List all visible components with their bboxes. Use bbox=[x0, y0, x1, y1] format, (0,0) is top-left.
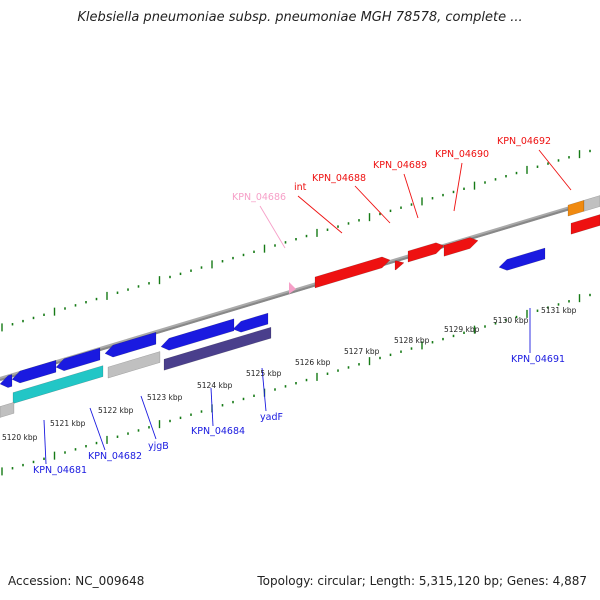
gene-labels: KPN_04686 int KPN_04688 KPN_04689 KPN_04690 K… bbox=[33, 136, 572, 476]
gene-reverse-other bbox=[107, 351, 161, 379]
gene-label: KPN_04682 bbox=[88, 451, 142, 462]
gene-reverse bbox=[0, 374, 13, 388]
gene-leader-line bbox=[43, 419, 47, 465]
gene-label: KPN_04684 bbox=[191, 426, 245, 437]
kbp-labels: 5120 kbp 5121 kbp 5122 kbp 5123 kbp 5124 kbp… bbox=[2, 306, 577, 442]
kbp-label: 5131 kbp bbox=[541, 306, 577, 315]
gene-features bbox=[0, 195, 600, 418]
topology-text: Topology: circular; Length: 5,315,120 bp… bbox=[257, 574, 587, 588]
kbp-label: 5129 kbp bbox=[444, 325, 480, 334]
gene-label: KPN_04686 bbox=[232, 192, 286, 203]
gene-reverse bbox=[55, 347, 101, 372]
kbp-label: 5128 kbp bbox=[394, 336, 430, 345]
gene-leader-line bbox=[259, 205, 286, 249]
gene-reverse-other bbox=[0, 401, 15, 418]
kbp-label: 5124 kbp bbox=[197, 381, 233, 390]
gene-leader-line bbox=[453, 162, 463, 212]
gene-leader-line bbox=[140, 395, 157, 440]
gene-label: KPN_04692 bbox=[497, 136, 551, 147]
gene-label: KPN_04688 bbox=[312, 173, 366, 184]
kbp-label: 5121 kbp bbox=[50, 419, 86, 428]
gene-label: KPN_04689 bbox=[373, 160, 427, 171]
gene-leader-line bbox=[89, 407, 106, 451]
gene-leader-line bbox=[354, 185, 391, 224]
gene-forward bbox=[394, 260, 405, 271]
tick-rows bbox=[1, 149, 591, 476]
gene-forward bbox=[407, 242, 445, 263]
kbp-label: 5127 kbp bbox=[344, 347, 380, 356]
gene-label: KPN_04681 bbox=[33, 465, 87, 476]
kbp-label: 5130 kbp bbox=[493, 316, 529, 325]
gene-reverse bbox=[232, 312, 269, 333]
gene-reverse bbox=[498, 247, 546, 271]
accession-text: Accession: NC_009648 bbox=[8, 574, 145, 588]
kbp-label: 5122 kbp bbox=[98, 406, 134, 415]
gene-forward-other bbox=[567, 199, 585, 217]
gene-forward bbox=[314, 256, 391, 289]
gene-pseudo bbox=[289, 282, 296, 294]
gene-leader-line bbox=[261, 367, 267, 412]
gene-reverse-other bbox=[163, 326, 272, 371]
kbp-label: 5125 kbp bbox=[246, 369, 282, 378]
kbp-label: 5126 kbp bbox=[295, 358, 331, 367]
gene-label: yjgB bbox=[148, 441, 169, 452]
gene-reverse bbox=[11, 359, 57, 384]
map-title: Klebsiella pneumoniae subsp. pneumoniae … bbox=[77, 10, 523, 25]
gene-forward bbox=[570, 214, 600, 235]
gene-leader-line bbox=[403, 173, 419, 219]
gene-forward bbox=[443, 237, 479, 257]
gene-label: KPN_04691 bbox=[511, 354, 565, 365]
kbp-label: 5123 kbp bbox=[147, 393, 183, 402]
gene-label: int bbox=[294, 182, 307, 193]
gene-reverse bbox=[104, 331, 157, 358]
gene-leader-line bbox=[297, 195, 343, 234]
gene-label: KPN_04690 bbox=[435, 149, 489, 160]
gene-leader-line bbox=[538, 149, 572, 191]
gene-forward-other bbox=[583, 195, 600, 212]
kbp-label: 5120 kbp bbox=[2, 433, 38, 442]
gene-reverse-other bbox=[12, 365, 104, 404]
gene-label: yadF bbox=[260, 412, 283, 423]
gene-leader-line bbox=[210, 387, 214, 427]
gene-reverse bbox=[160, 318, 235, 351]
